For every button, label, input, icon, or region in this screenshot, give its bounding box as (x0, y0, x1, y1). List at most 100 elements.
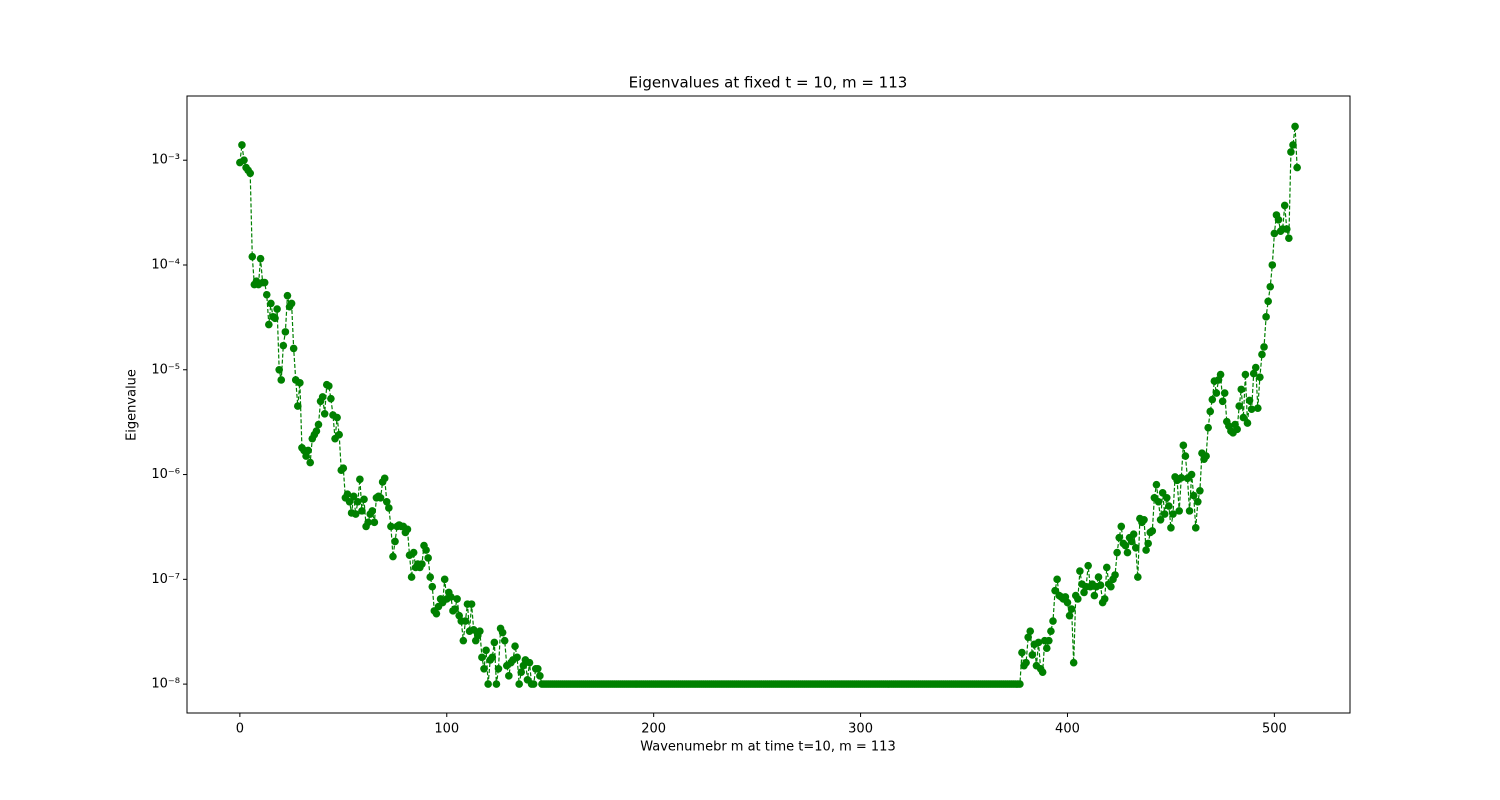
data-point (238, 141, 246, 149)
data-point (453, 595, 461, 603)
data-point (1018, 648, 1026, 657)
data-point (358, 507, 366, 515)
data-point (488, 653, 497, 662)
data-point (376, 493, 385, 502)
data-point (1090, 591, 1099, 600)
data-point (422, 546, 430, 554)
data-point (424, 554, 432, 562)
data-point (1049, 617, 1057, 625)
x-tick-label: 200 (641, 722, 666, 737)
data-point (1268, 261, 1277, 269)
data-point (262, 290, 271, 299)
data-point (1282, 225, 1291, 233)
data-point (306, 458, 315, 467)
data-point (1047, 627, 1055, 635)
data-point (1160, 510, 1169, 518)
data-point (279, 341, 288, 350)
data-point (1094, 573, 1103, 581)
data-point (459, 636, 468, 645)
data-point (1196, 486, 1204, 495)
data-point (1212, 389, 1221, 397)
data-point (461, 617, 470, 625)
data-point (1280, 201, 1289, 210)
data-point (1053, 575, 1061, 584)
data-point (368, 507, 377, 515)
data-point (1026, 627, 1035, 635)
data-point (529, 680, 538, 688)
data-point (293, 402, 302, 410)
data-point (1245, 396, 1254, 405)
data-point (1177, 474, 1186, 482)
data-point (1264, 297, 1272, 306)
data-point (1063, 598, 1072, 607)
data-point (1107, 582, 1115, 591)
data-point (1131, 543, 1140, 552)
data-point (380, 474, 389, 483)
data-point (1154, 497, 1163, 506)
data-point (409, 548, 418, 557)
data-point (360, 495, 368, 504)
data-point (1034, 638, 1043, 647)
data-point (1152, 480, 1161, 489)
y-tick-label: 10⁻⁴ (151, 257, 180, 272)
data-point (1260, 343, 1268, 351)
y-tick-label: 10⁻⁷ (151, 572, 180, 587)
data-point (1266, 282, 1275, 291)
data-point (349, 492, 358, 501)
data-point (482, 646, 490, 655)
data-point (511, 642, 519, 651)
y-tick-label: 10⁻⁸ (151, 677, 180, 692)
data-point (1247, 405, 1256, 414)
y-axis-label: Eigenvalue (125, 369, 140, 441)
data-point (500, 636, 509, 645)
data-point (1233, 425, 1241, 434)
data-point (389, 552, 397, 561)
data-point (432, 609, 441, 618)
data-point (1134, 573, 1142, 581)
data-point (476, 627, 484, 635)
data-point (498, 628, 507, 637)
x-tick-label: 300 (848, 722, 873, 737)
data-point (1028, 651, 1037, 659)
data-point (1185, 507, 1194, 515)
data-point (1206, 407, 1215, 416)
data-point (447, 593, 455, 601)
data-point (525, 658, 534, 667)
data-point (353, 497, 362, 506)
plot-frame (186, 95, 1351, 714)
data-point (1243, 419, 1252, 427)
data-point (1129, 530, 1138, 538)
data-point (277, 376, 286, 384)
data-point (440, 575, 449, 584)
data-point (492, 680, 501, 688)
data-point (1102, 563, 1111, 572)
data-point (505, 672, 513, 680)
data-point (1285, 234, 1293, 243)
data-point (1258, 350, 1266, 359)
data-point (1249, 369, 1258, 378)
data-point (1216, 370, 1225, 379)
data-point (1115, 533, 1123, 542)
data-point (1293, 163, 1301, 172)
data-point (1189, 491, 1198, 500)
data-point (403, 525, 412, 534)
data-point (1179, 441, 1188, 450)
data-point (1076, 567, 1084, 575)
data-point (248, 252, 257, 261)
data-point (418, 560, 426, 568)
data-point (1289, 141, 1297, 149)
data-point (318, 393, 327, 401)
data-point (271, 314, 279, 323)
data-point (304, 446, 312, 455)
data-point (1117, 522, 1126, 531)
data-point (1142, 546, 1150, 554)
data-point (333, 413, 341, 422)
data-point (1235, 402, 1244, 410)
y-tick-label: 10⁻³ (151, 153, 180, 168)
data-point (283, 291, 292, 300)
data-point (1218, 397, 1227, 406)
data-point (515, 680, 523, 688)
data-point (1239, 413, 1248, 422)
